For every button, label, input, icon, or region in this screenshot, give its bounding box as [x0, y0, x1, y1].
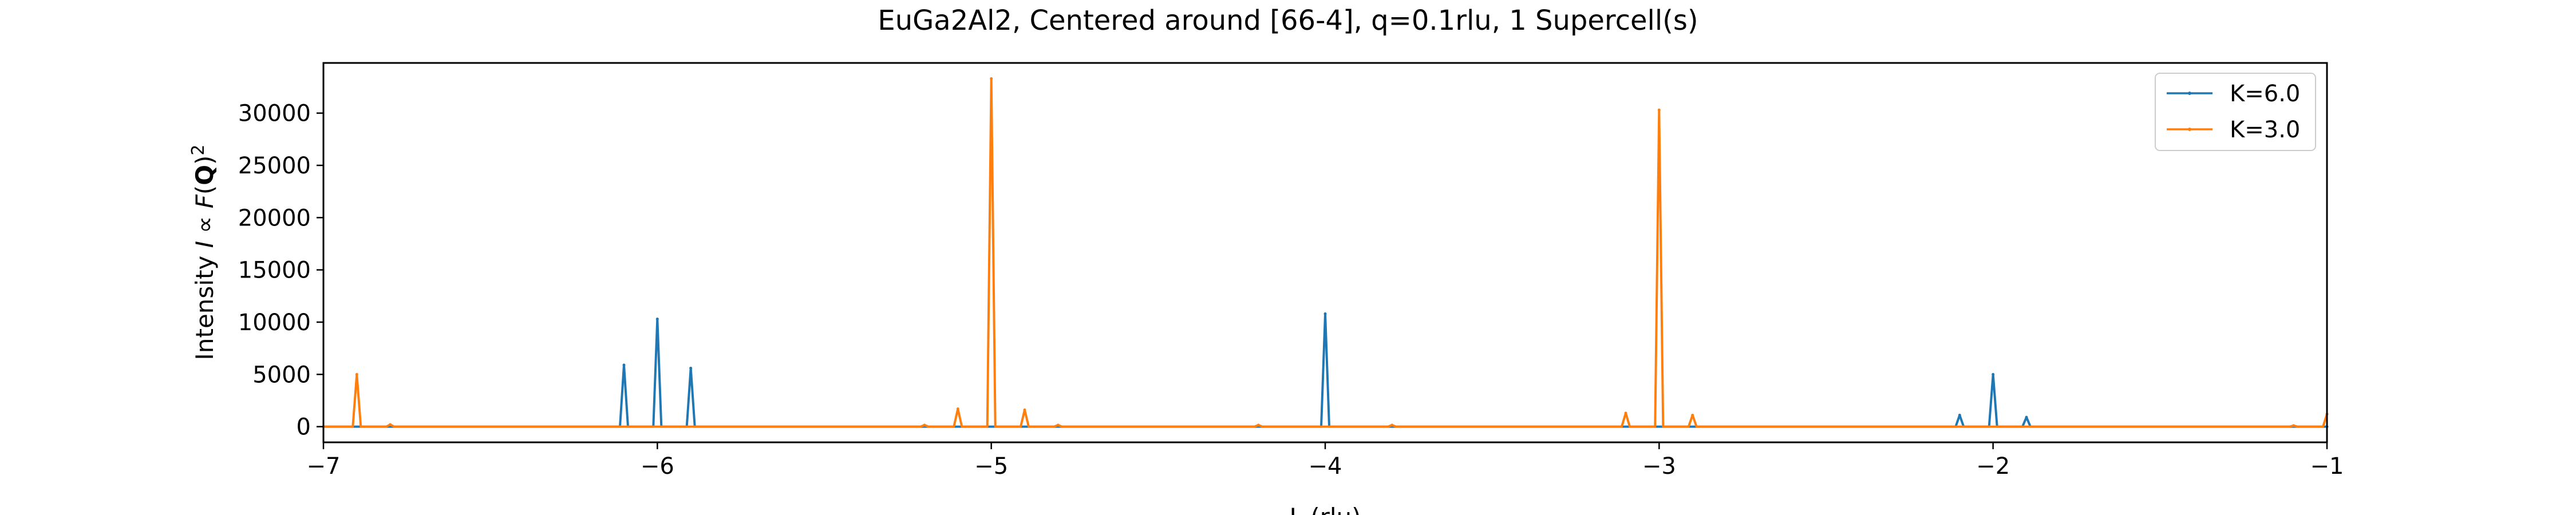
data-point — [1390, 423, 1394, 427]
data-point — [1056, 423, 1060, 427]
data-point — [2292, 424, 2296, 427]
series-layer — [322, 77, 2329, 429]
data-point — [1691, 414, 1694, 417]
y-tick-label: 25000 — [238, 153, 311, 179]
legend-label-k3: K=3.0 — [2230, 117, 2300, 143]
chart-title: EuGa2Al2, Centered around [66-4], q=0.1r… — [878, 5, 1698, 37]
y-tick-label: 0 — [297, 414, 311, 441]
legend-marker-k3 — [2188, 128, 2191, 131]
x-axis: −7 −6 −5 −4 −3 −2 −1 — [307, 442, 2344, 480]
data-point — [1958, 414, 1961, 417]
plot-frame — [322, 62, 2328, 443]
data-point — [355, 373, 358, 376]
y-tick-label: 5000 — [252, 362, 311, 388]
data-point — [389, 423, 392, 426]
data-point — [956, 407, 959, 411]
x-tick-label: −1 — [2310, 453, 2344, 480]
x-tick-label: −6 — [641, 453, 674, 480]
legend-marker-k6 — [2188, 92, 2191, 95]
y-tick-label: 20000 — [238, 205, 311, 231]
x-tick-label: −3 — [1642, 453, 1676, 480]
x-tick-label: −5 — [974, 453, 1008, 480]
data-point — [655, 317, 659, 320]
y-axis-label-sup: 2 — [188, 144, 208, 155]
data-point — [1657, 108, 1661, 112]
y-axis-label: Intensity I ∝ F(Q)2 — [188, 144, 219, 360]
y-axis: 0 5000 10000 15000 20000 25000 30000 — [238, 101, 323, 441]
y-axis-label-prop: ∝ — [191, 208, 219, 241]
legend: K=6.0 K=3.0 — [2155, 73, 2316, 151]
legend-label-k6: K=6.0 — [2230, 81, 2300, 107]
y-axis-label-prefix: Intensity — [191, 248, 219, 360]
data-point — [923, 423, 926, 427]
y-axis-label-Q: Q — [191, 165, 219, 185]
y-axis-label-close: ) — [191, 156, 219, 165]
data-point — [1023, 408, 1026, 411]
data-point — [1624, 411, 1627, 415]
y-axis-label-open: ( — [191, 185, 219, 195]
data-point — [2025, 415, 2028, 419]
y-axis-label-F: F — [191, 194, 219, 208]
data-point — [1257, 423, 1260, 427]
series-line-0 — [323, 312, 2327, 428]
x-axis-label: L (rlu) — [1289, 503, 1361, 515]
x-tick-label: −7 — [307, 453, 341, 480]
y-tick-label: 15000 — [238, 258, 311, 284]
data-point — [689, 366, 693, 370]
data-point — [990, 77, 993, 80]
y-tick-label: 10000 — [238, 310, 311, 336]
data-point — [1323, 312, 1327, 315]
x-tick-label: −2 — [1976, 453, 2010, 480]
y-axis-label-I: I — [191, 241, 219, 248]
data-point — [1992, 373, 1995, 376]
data-point — [622, 363, 626, 367]
x-tick-label: −4 — [1309, 453, 1342, 480]
y-tick-label: 30000 — [238, 101, 311, 127]
